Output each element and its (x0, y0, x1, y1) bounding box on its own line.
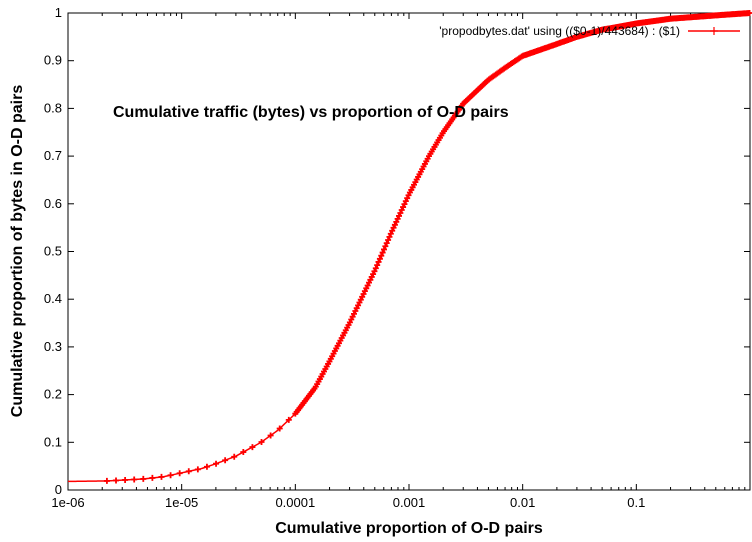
series-marker (276, 425, 283, 432)
series-marker (375, 258, 382, 265)
chart-annotation: Cumulative traffic (bytes) vs proportion… (113, 104, 509, 121)
series-marker (222, 457, 229, 464)
series-marker (387, 230, 394, 237)
y-tick-label: 0.9 (44, 53, 62, 68)
legend-series-label: 'propodbytes.dat' using (($0-1)/443684) … (439, 24, 680, 38)
y-tick-label: 0.4 (44, 291, 62, 306)
x-tick-label: 0.0001 (275, 495, 315, 510)
x-tick-label: 0.1 (627, 495, 645, 510)
y-tick-label: 0.3 (44, 339, 62, 354)
y-tick-label: 0.5 (44, 244, 62, 259)
x-tick-label: 0.001 (393, 495, 426, 510)
legend-series-marker (710, 27, 718, 35)
series-marker (131, 476, 138, 483)
series-marker (203, 463, 210, 470)
series-marker (386, 233, 393, 240)
series-line (67, 12, 751, 483)
y-axis-title: Cumulative proportion of bytes in O-D pa… (9, 85, 26, 418)
series-marker (103, 477, 110, 484)
y-tick-label: 0.2 (44, 387, 62, 402)
series-marker (185, 468, 192, 475)
series-marker (371, 268, 378, 275)
series-marker (376, 255, 383, 262)
plot-frame (67, 12, 751, 491)
y-tick-label: 1 (55, 5, 62, 20)
series-marker (267, 432, 274, 439)
x-axis-title: Cumulative proportion of O-D pairs (275, 520, 543, 537)
series-marker (176, 470, 183, 477)
x-tick-label: 1e-05 (165, 495, 198, 510)
series-marker (149, 474, 156, 481)
series-marker (372, 265, 379, 272)
legend: 'propodbytes.dat' using (($0-1)/443684) … (439, 24, 740, 38)
series-layer (67, 10, 752, 484)
series-marker (383, 240, 390, 247)
series-marker (113, 477, 120, 484)
y-tick-label: 0.7 (44, 148, 62, 163)
series-marker (382, 243, 389, 250)
x-axis: 1e-06 1e-05 0.0001 0.001 0.01 0.1 (51, 13, 746, 510)
series-marker (140, 475, 147, 482)
series-marker (258, 439, 265, 446)
series-marker (379, 249, 386, 256)
y-tick-label: 0.6 (44, 196, 62, 211)
series-marker (380, 246, 387, 253)
series-marker (378, 252, 385, 259)
series-marker (240, 449, 247, 456)
y-tick-label: 0 (55, 482, 62, 497)
series-marker (122, 476, 129, 483)
series-marker (249, 444, 256, 451)
x-tick-label: 0.01 (510, 495, 535, 510)
series-marker (385, 237, 392, 244)
series-marker (194, 466, 201, 473)
series-marker (374, 262, 381, 269)
series-marker (167, 472, 174, 479)
series-marker (285, 416, 292, 423)
series-marker (158, 473, 165, 480)
series-marker (231, 453, 238, 460)
y-axis: 0 0.1 0.2 0.3 0.4 0.5 0.6 0.7 0.8 0.9 1 (44, 5, 750, 497)
y-tick-label: 0.8 (44, 100, 62, 115)
series-marker (213, 460, 220, 467)
x-tick-label: 1e-06 (51, 495, 84, 510)
y-tick-label: 0.1 (44, 434, 62, 449)
